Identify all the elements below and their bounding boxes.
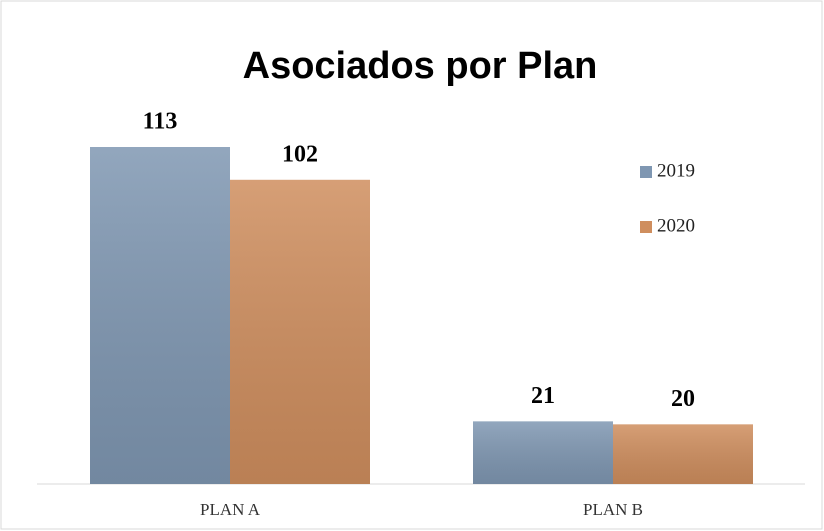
bar-shade xyxy=(613,424,753,484)
x-tick-label: PLAN B xyxy=(583,500,643,519)
value-label: 20 xyxy=(671,386,695,412)
bar-shade xyxy=(473,421,613,484)
chart-title: Asociados por Plan xyxy=(243,45,598,87)
value-label: 102 xyxy=(282,141,318,167)
x-tick-label: PLAN A xyxy=(200,500,261,519)
bar-shade xyxy=(230,179,370,485)
value-label: 21 xyxy=(531,383,555,409)
legend-label: 2019 xyxy=(657,160,695,181)
bar-shade xyxy=(90,147,230,484)
legend-swatch xyxy=(640,166,652,178)
value-label: 113 xyxy=(143,109,178,135)
legend-label: 2020 xyxy=(657,215,695,236)
legend-swatch xyxy=(640,221,652,233)
